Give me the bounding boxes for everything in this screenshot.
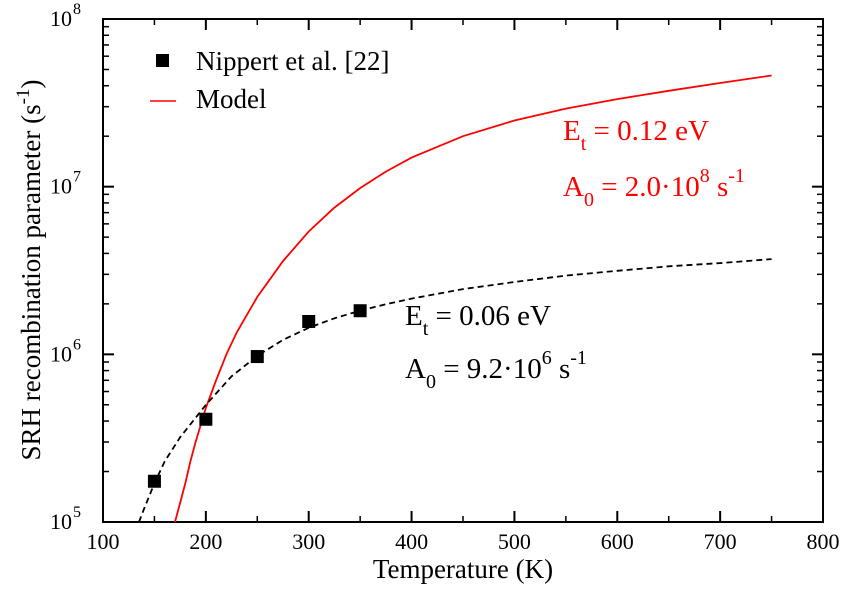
- data-point: [250, 350, 264, 364]
- legend: Nippert et al. [22] Model: [150, 46, 389, 114]
- legend-label-model: Model: [196, 84, 267, 114]
- x-axis-label: Temperature (K): [373, 554, 553, 584]
- annotation-black-et: Et = 0.06 eV: [405, 300, 551, 340]
- x-tick-label: 800: [807, 529, 840, 554]
- data-point: [302, 314, 316, 328]
- annotation-red: Et = 0.12 eV A0 = 2.0·108 s-1: [563, 115, 745, 211]
- y-axis-unit-exponent: -1: [13, 89, 34, 105]
- y-tick-exponent: 7: [73, 169, 81, 186]
- x-axis-ticks: 100 200 300 400 500 600 700 800: [87, 19, 840, 554]
- annotation-red-a0: A0 = 2.0·108 s-1: [563, 165, 745, 211]
- y-tick-label: 10: [50, 6, 72, 31]
- y-tick-exponent: 6: [73, 336, 81, 353]
- y-axis-label: SRH recombination parameter (s-1): [13, 80, 46, 461]
- data-point: [199, 412, 213, 426]
- model-line: [174, 74, 772, 523]
- x-tick-label: 500: [498, 529, 531, 554]
- legend-marker-nippert: [156, 54, 169, 67]
- fit-line-dashed: [138, 258, 772, 523]
- annotation-black: Et = 0.06 eV A0 = 9.2·106 s-1: [405, 300, 587, 393]
- x-tick-label: 400: [395, 529, 428, 554]
- x-tick-label: 600: [601, 529, 634, 554]
- y-tick-label: 10: [50, 341, 72, 366]
- x-tick-label: 300: [292, 529, 325, 554]
- x-tick-label: 100: [87, 529, 120, 554]
- data-point: [353, 304, 367, 318]
- x-tick-label: 200: [189, 529, 222, 554]
- legend-label-nippert: Nippert et al. [22]: [196, 46, 389, 76]
- data-point: [147, 474, 161, 488]
- series-layer: [138, 74, 772, 523]
- y-tick-exponent: 8: [73, 1, 81, 18]
- annotation-black-a0: A0 = 9.2·106 s-1: [405, 347, 587, 393]
- y-tick-label: 10: [50, 509, 72, 534]
- annotation-red-et: Et = 0.12 eV: [563, 115, 709, 155]
- y-tick-exponent: 5: [73, 504, 81, 521]
- y-tick-label: 10: [50, 174, 72, 199]
- x-tick-label: 700: [704, 529, 737, 554]
